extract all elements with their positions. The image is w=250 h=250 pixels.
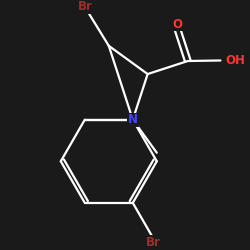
Text: O: O (172, 18, 182, 31)
Text: Br: Br (146, 236, 161, 249)
Text: N: N (128, 113, 138, 126)
Text: OH: OH (225, 54, 245, 67)
Text: Br: Br (78, 0, 92, 14)
